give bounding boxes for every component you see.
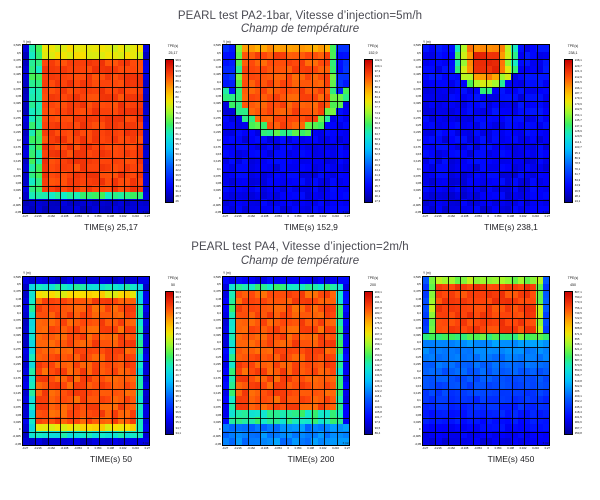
colorbar-p5: TPE(s) 200 200,1 196 191,9 187,8 183,7 179,6 175… bbox=[350, 276, 396, 435]
colorbar-p6: TPE(s) 450 807,1 790,2 773,3 756,4 739,5 722,6 7… bbox=[550, 276, 596, 435]
colorbar-title: TPE(s) bbox=[167, 275, 179, 280]
heatmap-grid bbox=[422, 44, 550, 215]
y-axis-tick-labels: 0,525 0,5 0,475 0,45 0,425 0,4 0,375 0,35 0,325 0… bbox=[213, 274, 221, 446]
colorbar-tick-labels: 98,9 96,2 93,5 90,8 88,1 85,4 82,7 80 77,3 74,6 71… bbox=[175, 58, 181, 204]
colorbar-gradient bbox=[165, 59, 175, 204]
colorbar-value: 450 bbox=[570, 282, 576, 287]
panel-caption: TIME(s) 152,9 bbox=[284, 222, 338, 233]
colorbar-gradient bbox=[165, 290, 175, 435]
heatmap-grid bbox=[222, 44, 350, 215]
heatmap-plot-p3: Y (m) 0,525 0,5 0,475 0,45 0,425 0,4 0,375 0,35 0… bbox=[413, 40, 550, 218]
panel-row-top: Y (m) 0,525 0,5 0,475 0,45 0,425 0,4 0,375 0,35 0… bbox=[0, 36, 600, 233]
colorbar-tick-labels: 50,3 49,7 49,1 48,5 47,9 47,3 46,7 46,1 45,5 44,9… bbox=[175, 289, 181, 435]
colorbar-value: 50 bbox=[171, 282, 175, 287]
colorbar-title: TPE(s) bbox=[567, 275, 579, 280]
panel-p2: Y (m) 0,525 0,5 0,475 0,45 0,425 0,4 0,375 0,35 0… bbox=[200, 36, 400, 233]
block-title-2-line1: PEARL test PA4, Vitesse d’injection=2m/h bbox=[191, 241, 409, 254]
heatmap-plot-p6: Y (m) 0,525 0,5 0,475 0,45 0,425 0,4 0,375 0,35 0… bbox=[413, 271, 550, 449]
heatmap-plot-p5: Y (m) 0,525 0,5 0,475 0,45 0,425 0,4 0,375 0,35 0… bbox=[213, 271, 350, 449]
block-title-1-line2: Champ de température bbox=[240, 23, 360, 36]
colorbar-gradient bbox=[364, 59, 374, 204]
panel-caption: TIME(s) 450 bbox=[487, 453, 535, 464]
colorbar-value: 25,17 bbox=[168, 51, 178, 56]
y-axis-unit-label: Y (m) bbox=[423, 271, 431, 276]
x-axis-tick-labels: -0.27 -0.216 -0.162 -0.108 -0.054 0 0.054 0.108… bbox=[22, 214, 150, 219]
heatmap-grid bbox=[222, 275, 350, 446]
y-axis-tick-labels: 0,525 0,5 0,475 0,45 0,425 0,4 0,375 0,35 0,325 0… bbox=[13, 274, 21, 446]
y-axis-tick-labels: 0,525 0,5 0,475 0,45 0,425 0,4 0,375 0,35 0,325 0… bbox=[13, 43, 21, 215]
heatmap-grid bbox=[22, 44, 150, 215]
colorbar-title: TPE(s) bbox=[367, 44, 379, 49]
y-axis-tick-labels: 0,525 0,5 0,475 0,45 0,425 0,4 0,375 0,35 0,325 0… bbox=[413, 274, 421, 446]
colorbar-value: 152,9 bbox=[368, 51, 378, 56]
colorbar-gradient bbox=[564, 59, 574, 204]
panel-caption: TIME(s) 50 bbox=[89, 453, 133, 464]
x-axis-tick-labels: -0.27 -0.216 -0.162 -0.108 -0.054 0 0.054 0.108… bbox=[422, 214, 550, 219]
x-axis-unit-label: X (m) bbox=[542, 442, 549, 446]
colorbar-value: 238,1 bbox=[568, 51, 578, 56]
y-axis-unit-label: Y (m) bbox=[223, 271, 231, 276]
heatmap-plot-p2: Y (m) 0,525 0,5 0,475 0,45 0,425 0,4 0,375 0,35 0… bbox=[213, 40, 350, 218]
colorbar-tick-labels: 200,1 196 191,9 187,8 183,7 179,6 175,5 171,4 16… bbox=[374, 289, 382, 435]
block-title-1: PEARL test PA2-1bar, Vitesse d’injection… bbox=[0, 0, 600, 36]
block-title-2-line2: Champ de température bbox=[240, 254, 360, 267]
x-axis-unit-label: X (m) bbox=[342, 210, 349, 214]
x-axis-tick-labels: -0.27 -0.216 -0.162 -0.108 -0.054 0 0.054 0.108… bbox=[222, 445, 350, 450]
y-axis-unit-label: Y (m) bbox=[23, 39, 31, 44]
colorbar-tick-labels: 238,1 229,7 221,3 212,9 204,5 196,1 187,7 179,3… bbox=[574, 58, 582, 204]
y-axis-tick-labels: 0,525 0,5 0,475 0,45 0,425 0,4 0,375 0,35 0,325 0… bbox=[213, 43, 221, 215]
heatmap-grid bbox=[22, 275, 150, 446]
block-title-2: PEARL test PA4, Vitesse d’injection=2m/h… bbox=[0, 232, 600, 267]
x-axis-tick-labels: -0.27 -0.216 -0.162 -0.108 -0.054 0 0.054 0.108… bbox=[22, 445, 150, 450]
x-axis-tick-labels: -0.27 -0.216 -0.162 -0.108 -0.054 0 0.054 0.108… bbox=[422, 445, 550, 450]
colorbar-tick-labels: 102,9 100,1 97,3 94,5 91,7 88,9 86,1 83,3 80,5 77… bbox=[374, 58, 382, 204]
x-axis-unit-label: X (m) bbox=[542, 210, 549, 214]
colorbar-value: 200 bbox=[370, 282, 376, 287]
y-axis-unit-label: Y (m) bbox=[23, 271, 31, 276]
heatmap-grid bbox=[422, 275, 550, 446]
heatmap-plot-p4: Y (m) 0,525 0,5 0,475 0,45 0,425 0,4 0,375 0,35 0… bbox=[13, 271, 150, 449]
colorbar-p3: TPE(s) 238,1 238,1 229,7 221,3 212,9 204,5 196,… bbox=[550, 44, 596, 204]
panel-row-bottom: Y (m) 0,525 0,5 0,475 0,45 0,425 0,4 0,375 0,35 0… bbox=[0, 268, 600, 464]
x-axis-tick-labels: -0.27 -0.216 -0.162 -0.108 -0.054 0 0.054 0.108… bbox=[222, 214, 350, 219]
colorbar-p1: TPE(s) 25,17 98,9 96,2 93,5 90,8 88,1 85,4 82,7 8… bbox=[150, 44, 196, 204]
colorbar-gradient bbox=[364, 290, 374, 435]
panel-p3: Y (m) 0,525 0,5 0,475 0,45 0,425 0,4 0,375 0,35 0… bbox=[400, 36, 600, 233]
colorbar-title: TPE(s) bbox=[167, 44, 179, 49]
panel-p1: Y (m) 0,525 0,5 0,475 0,45 0,425 0,4 0,375 0,35 0… bbox=[0, 36, 200, 233]
panel-caption: TIME(s) 238,1 bbox=[484, 222, 538, 233]
panel-p5: Y (m) 0,525 0,5 0,475 0,45 0,425 0,4 0,375 0,35 0… bbox=[200, 268, 400, 464]
panel-p6: Y (m) 0,525 0,5 0,475 0,45 0,425 0,4 0,375 0,35 0… bbox=[400, 268, 600, 464]
colorbar-title: TPE(s) bbox=[567, 44, 579, 49]
panel-caption: TIME(s) 25,17 bbox=[84, 222, 138, 233]
colorbar-title: TPE(s) bbox=[367, 275, 379, 280]
y-axis-unit-label: Y (m) bbox=[423, 39, 431, 44]
y-axis-unit-label: Y (m) bbox=[223, 39, 231, 44]
colorbar-p2: TPE(s) 152,9 102,9 100,1 97,3 94,5 91,7 88,9 86,… bbox=[350, 44, 396, 204]
x-axis-unit-label: X (m) bbox=[142, 442, 149, 446]
x-axis-unit-label: X (m) bbox=[142, 210, 149, 214]
panel-p4: Y (m) 0,525 0,5 0,475 0,45 0,425 0,4 0,375 0,35 0… bbox=[0, 268, 200, 464]
heatmap-plot-p1: Y (m) 0,525 0,5 0,475 0,45 0,425 0,4 0,375 0,35 0… bbox=[13, 40, 150, 218]
y-axis-tick-labels: 0,525 0,5 0,475 0,45 0,425 0,4 0,375 0,35 0,325 0… bbox=[413, 43, 421, 215]
colorbar-tick-labels: 807,1 790,2 773,3 756,4 739,5 722,6 705,7 688,8… bbox=[574, 289, 582, 435]
x-axis-unit-label: X (m) bbox=[342, 442, 349, 446]
block-title-1-line1: PEARL test PA2-1bar, Vitesse d’injection… bbox=[177, 10, 423, 22]
colorbar-p4: TPE(s) 50 50,3 49,7 49,1 48,5 47,9 47,3 46,7 46,1… bbox=[150, 276, 196, 435]
colorbar-gradient bbox=[564, 290, 574, 435]
panel-caption: TIME(s) 200 bbox=[287, 453, 335, 464]
